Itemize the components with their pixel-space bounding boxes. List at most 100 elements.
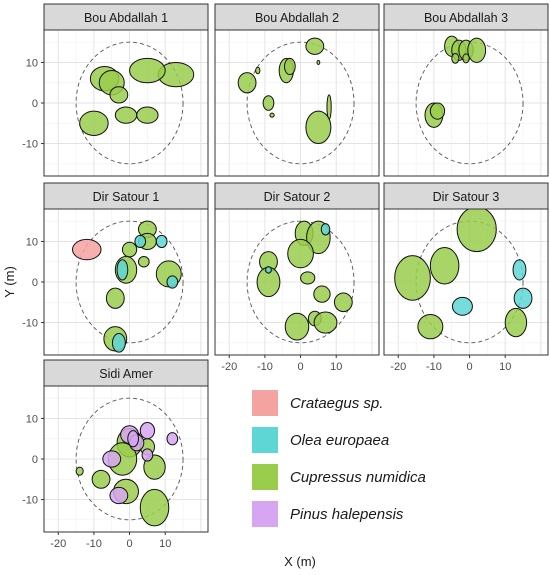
y-tick-label: -10 [22,495,38,507]
tree-crown-olea [451,296,473,316]
tree-crown-olea [116,259,129,281]
panel-grid [44,209,208,355]
x-tick-label: 0 [298,361,304,373]
tree-crown-cupressus [305,110,332,145]
legend-swatch [252,427,278,453]
tree-crown-cupressus [429,102,446,120]
plot-boundary-circle [75,220,184,344]
tree-crown-cupressus [287,238,314,269]
tree-crown-pinus [109,486,129,505]
tree-crown-cupressus [429,247,460,285]
panel-border [214,208,380,356]
y-tick-label: 10 [26,236,38,248]
panel-4: Dir Satour 1 [43,182,209,356]
tree-crown-olea [513,287,533,309]
panel-7: Sidi Amer [43,359,209,533]
x-axis-ticks: -20 -10 0 10 -20 -10 0 10 -20 -10 0 10 [50,355,511,550]
tree-crown-cupressus [284,312,310,341]
tree-crown-cupressus [333,292,353,313]
tree-crown-cupressus [300,271,316,285]
plot-boundary-circle [246,41,355,165]
tree-crown-cupressus [394,255,431,301]
tree-crowns [394,209,533,340]
tree-crown-olea [265,266,272,274]
panel-border [383,208,549,356]
x-tick-label: -10 [86,538,102,550]
tree-crown-pinus [166,432,179,446]
panel-2: Bou Abdallah 2 [214,3,380,177]
tree-crown-pinus [139,422,156,440]
legend: Crataegus sp. Olea europaea Cupressus numi… [252,390,426,527]
panel-1: Bou Abdallah 1 [43,3,209,177]
tree-crown-cupressus [262,95,275,111]
panel-strip [214,3,380,31]
tree-crown-olea [166,275,179,289]
panel-strip [214,182,380,210]
y-tick-label: -10 [22,139,38,151]
tree-crown-cupressus [139,488,170,527]
x-tick-label: 10 [330,361,342,373]
tree-crown-cupressus [129,57,166,84]
tree-crown-cupressus [451,53,460,64]
tree-crowns [424,35,487,128]
x-axis-title: X (m) [284,554,316,569]
tree-crowns [75,422,179,527]
tree-crown-cupressus [467,37,487,63]
legend-label: Olea europaea [290,432,389,449]
y-tick-label: 10 [26,413,38,425]
panel-strip [43,3,209,31]
tree-crown-cupressus [305,37,325,55]
panel-title: Bou Abdallah 3 [424,11,508,25]
tree-crown-cupressus [284,57,296,76]
y-axis-title: Y (m) [2,266,17,298]
x-tick-label: 0 [127,538,133,550]
tree-crown-cupressus [114,106,138,124]
facet-panels: Bou Abdallah 1 Bou Abdallah 2 Bou Abdallah… [43,3,549,533]
tree-crown-cupressus [137,255,150,268]
legend-label: Cupressus numidica [290,469,426,486]
tree-crown-cupressus [255,66,261,75]
tree-crown-cupressus [136,106,159,124]
legend-item-crataegus: Crataegus sp. [252,390,383,416]
tree-crown-pinus [141,448,154,462]
panel-6: Dir Satour 3 [383,182,549,356]
x-tick-label: -20 [50,538,66,550]
tree-crown-cupressus [313,311,338,334]
tree-crown-cupressus [109,86,129,104]
tree-crowns [79,57,195,136]
legend-item-olea: Olea europaea [252,427,389,453]
legend-item-cupressus: Cupressus numidica [252,464,426,490]
panel-border [383,29,549,177]
tree-crown-crataegus [72,238,102,261]
panel-title: Dir Satour 1 [93,190,160,204]
panel-title: Dir Satour 3 [433,190,500,204]
tree-crown-cupressus [237,72,257,94]
panel-3: Bou Abdallah 3 [383,3,549,177]
tree-crown-olea [155,234,168,249]
panel-title: Dir Satour 2 [264,190,331,204]
panel-border [214,29,380,177]
tree-crown-cupressus [462,53,470,64]
panel-title: Bou Abdallah 1 [84,11,168,25]
tree-crown-cupressus [504,307,528,338]
legend-item-pinus: Pinus halepensis [252,501,404,527]
y-tick-label: 0 [32,277,38,289]
plot-boundary-circle [75,397,184,521]
y-axis-ticks: 10 0 -10 10 0 -10 10 0 -10 [22,57,44,507]
tree-crown-olea [134,234,147,249]
y-tick-label: 0 [32,454,38,466]
tree-crown-pinus [127,430,139,448]
tree-crown-cupressus [316,59,321,65]
legend-label: Crataegus sp. [290,395,383,412]
legend-swatch [252,464,278,490]
y-tick-label: 10 [26,57,38,69]
panel-5: Dir Satour 2 [214,182,380,356]
tree-crown-olea [320,223,331,236]
tree-crown-cupressus [79,110,109,136]
tree-crown-cupressus [313,285,331,303]
legend-label: Pinus halepensis [290,506,404,523]
tree-crown-olea [512,259,527,281]
legend-swatch [252,390,278,416]
tree-crown-olea [111,333,126,353]
